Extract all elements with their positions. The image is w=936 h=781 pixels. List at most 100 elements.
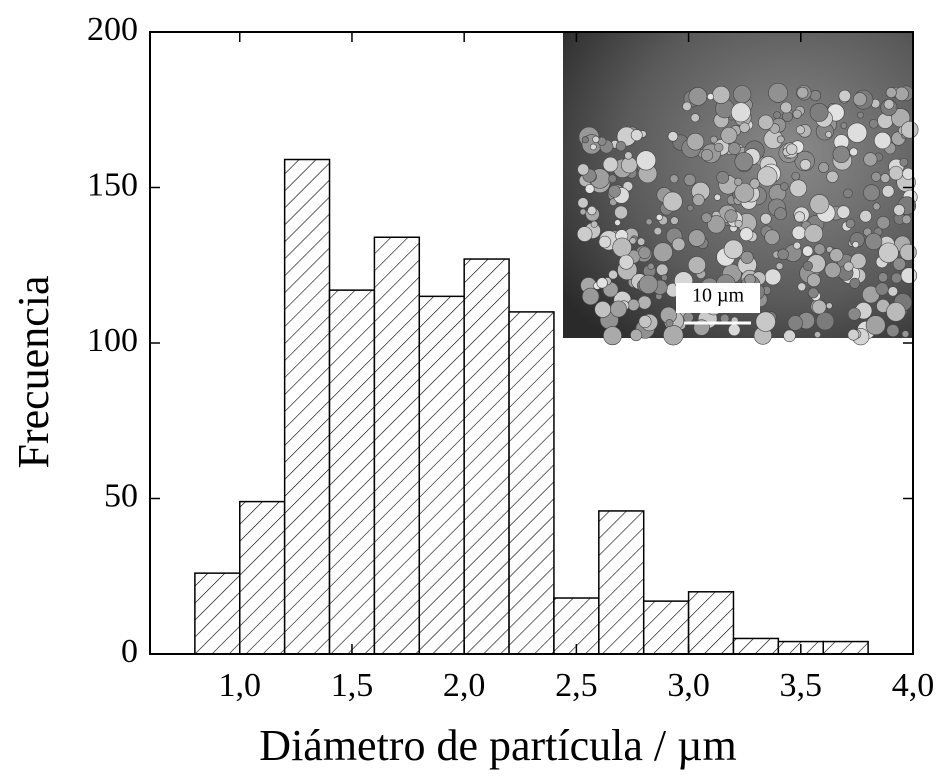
inset-particle: [728, 323, 741, 337]
inset-particle: [885, 87, 897, 99]
inset-particle: [811, 299, 827, 315]
inset-particle: [667, 131, 679, 142]
inset-particle: [799, 159, 812, 171]
inset-particle: [598, 235, 612, 249]
x-tick-label: 4,0: [892, 667, 935, 704]
inset-particle: [584, 184, 595, 194]
y-tick-label: 150: [87, 166, 138, 203]
bar: [687, 591, 735, 655]
inset-particle: [852, 241, 860, 249]
inset-particle: [777, 248, 789, 261]
inset-particle: [859, 210, 872, 223]
inset-particle: [764, 268, 782, 286]
inset-particle: [671, 237, 686, 252]
inset-particle: [577, 197, 589, 209]
inset-particle: [629, 237, 637, 245]
inset-particle: [757, 166, 778, 187]
inset-particle: [733, 85, 752, 104]
inset-particle: [707, 215, 726, 234]
inset-particle: [865, 315, 886, 336]
inset-particle: [636, 150, 657, 171]
inset-particle: [614, 219, 621, 226]
inset-particle: [758, 114, 774, 130]
inset-particle: [669, 174, 679, 184]
inset-particle: [814, 331, 822, 339]
inset-particle: [723, 239, 744, 260]
inset-particle: [630, 329, 643, 342]
inset-particle: [807, 287, 819, 299]
inset-particle: [796, 86, 809, 99]
inset-particle: [720, 127, 738, 144]
inset-particle: [825, 131, 833, 138]
inset-particle: [683, 312, 694, 323]
inset-particle: [755, 311, 776, 332]
inset-particle: [826, 170, 839, 183]
inset-particle: [901, 330, 910, 338]
inset-particle: [838, 89, 851, 103]
inset-particle: [688, 229, 706, 247]
plot-frame: [149, 31, 914, 655]
inset-particle: [687, 256, 706, 275]
inset-particle: [887, 286, 899, 297]
inset-particle: [847, 328, 860, 341]
inset-particle: [776, 135, 785, 144]
inset-particle: [637, 295, 652, 310]
x-tick-label: 3,5: [780, 667, 823, 704]
inset-particle: [868, 119, 879, 129]
inset-particle: [682, 101, 692, 112]
inset-particle: [847, 307, 861, 321]
inset-particle: [843, 261, 854, 272]
inset-particle: [577, 163, 590, 176]
bar: [822, 640, 869, 655]
x-tick-label: 2,5: [555, 667, 598, 704]
inset-particle: [608, 185, 621, 198]
inset-particle: [614, 205, 628, 220]
inset-particle: [850, 252, 867, 269]
bar: [418, 295, 465, 655]
inset-particle: [587, 205, 597, 216]
inset-particle: [886, 302, 906, 322]
inset-particle: [610, 300, 627, 318]
inset-particle: [865, 232, 883, 251]
bar: [328, 289, 376, 655]
inset-particle: [881, 185, 895, 198]
x-tick-label: 2,0: [443, 667, 486, 704]
inset-particle: [590, 143, 597, 151]
inset-particle: [780, 182, 789, 191]
inset-particle: [813, 243, 826, 256]
inset-particle: [876, 216, 890, 230]
inset-particle: [647, 262, 655, 270]
inset-particle: [683, 173, 696, 186]
inset-particle: [872, 202, 881, 211]
inset-particle: [878, 242, 899, 263]
inset-particle: [825, 302, 833, 310]
inset-particle: [802, 260, 813, 271]
inset-particle: [836, 205, 851, 219]
inset-particle: [730, 102, 751, 123]
inset-particle: [785, 143, 798, 155]
inset-particle: [576, 226, 593, 242]
inset-particle: [893, 204, 905, 216]
y-tick-label: 0: [121, 633, 138, 670]
inset-particle: [734, 177, 743, 187]
inset-particle: [886, 324, 900, 338]
inset-particle: [760, 213, 772, 225]
inset-particle: [806, 273, 821, 288]
inset-particle: [638, 246, 651, 259]
inset-particle: [900, 120, 919, 139]
inset-particle: [840, 122, 848, 129]
inset-particle: [602, 156, 619, 173]
inset-particle: [688, 87, 708, 106]
inset-particle: [900, 267, 918, 284]
inset-particle: [871, 171, 882, 182]
inset-particle: [579, 208, 587, 216]
inset-particle: [791, 225, 807, 240]
inset-particle: [661, 274, 668, 282]
inset-particle: [712, 85, 731, 104]
inset-particle: [892, 257, 906, 271]
x-axis-label: Diámetro de partícula / µm: [259, 721, 736, 770]
inset-particle: [627, 298, 640, 311]
inset-scale-label: 10 µm: [692, 285, 745, 307]
inset-particle: [638, 315, 652, 329]
inset-particle: [663, 325, 684, 346]
